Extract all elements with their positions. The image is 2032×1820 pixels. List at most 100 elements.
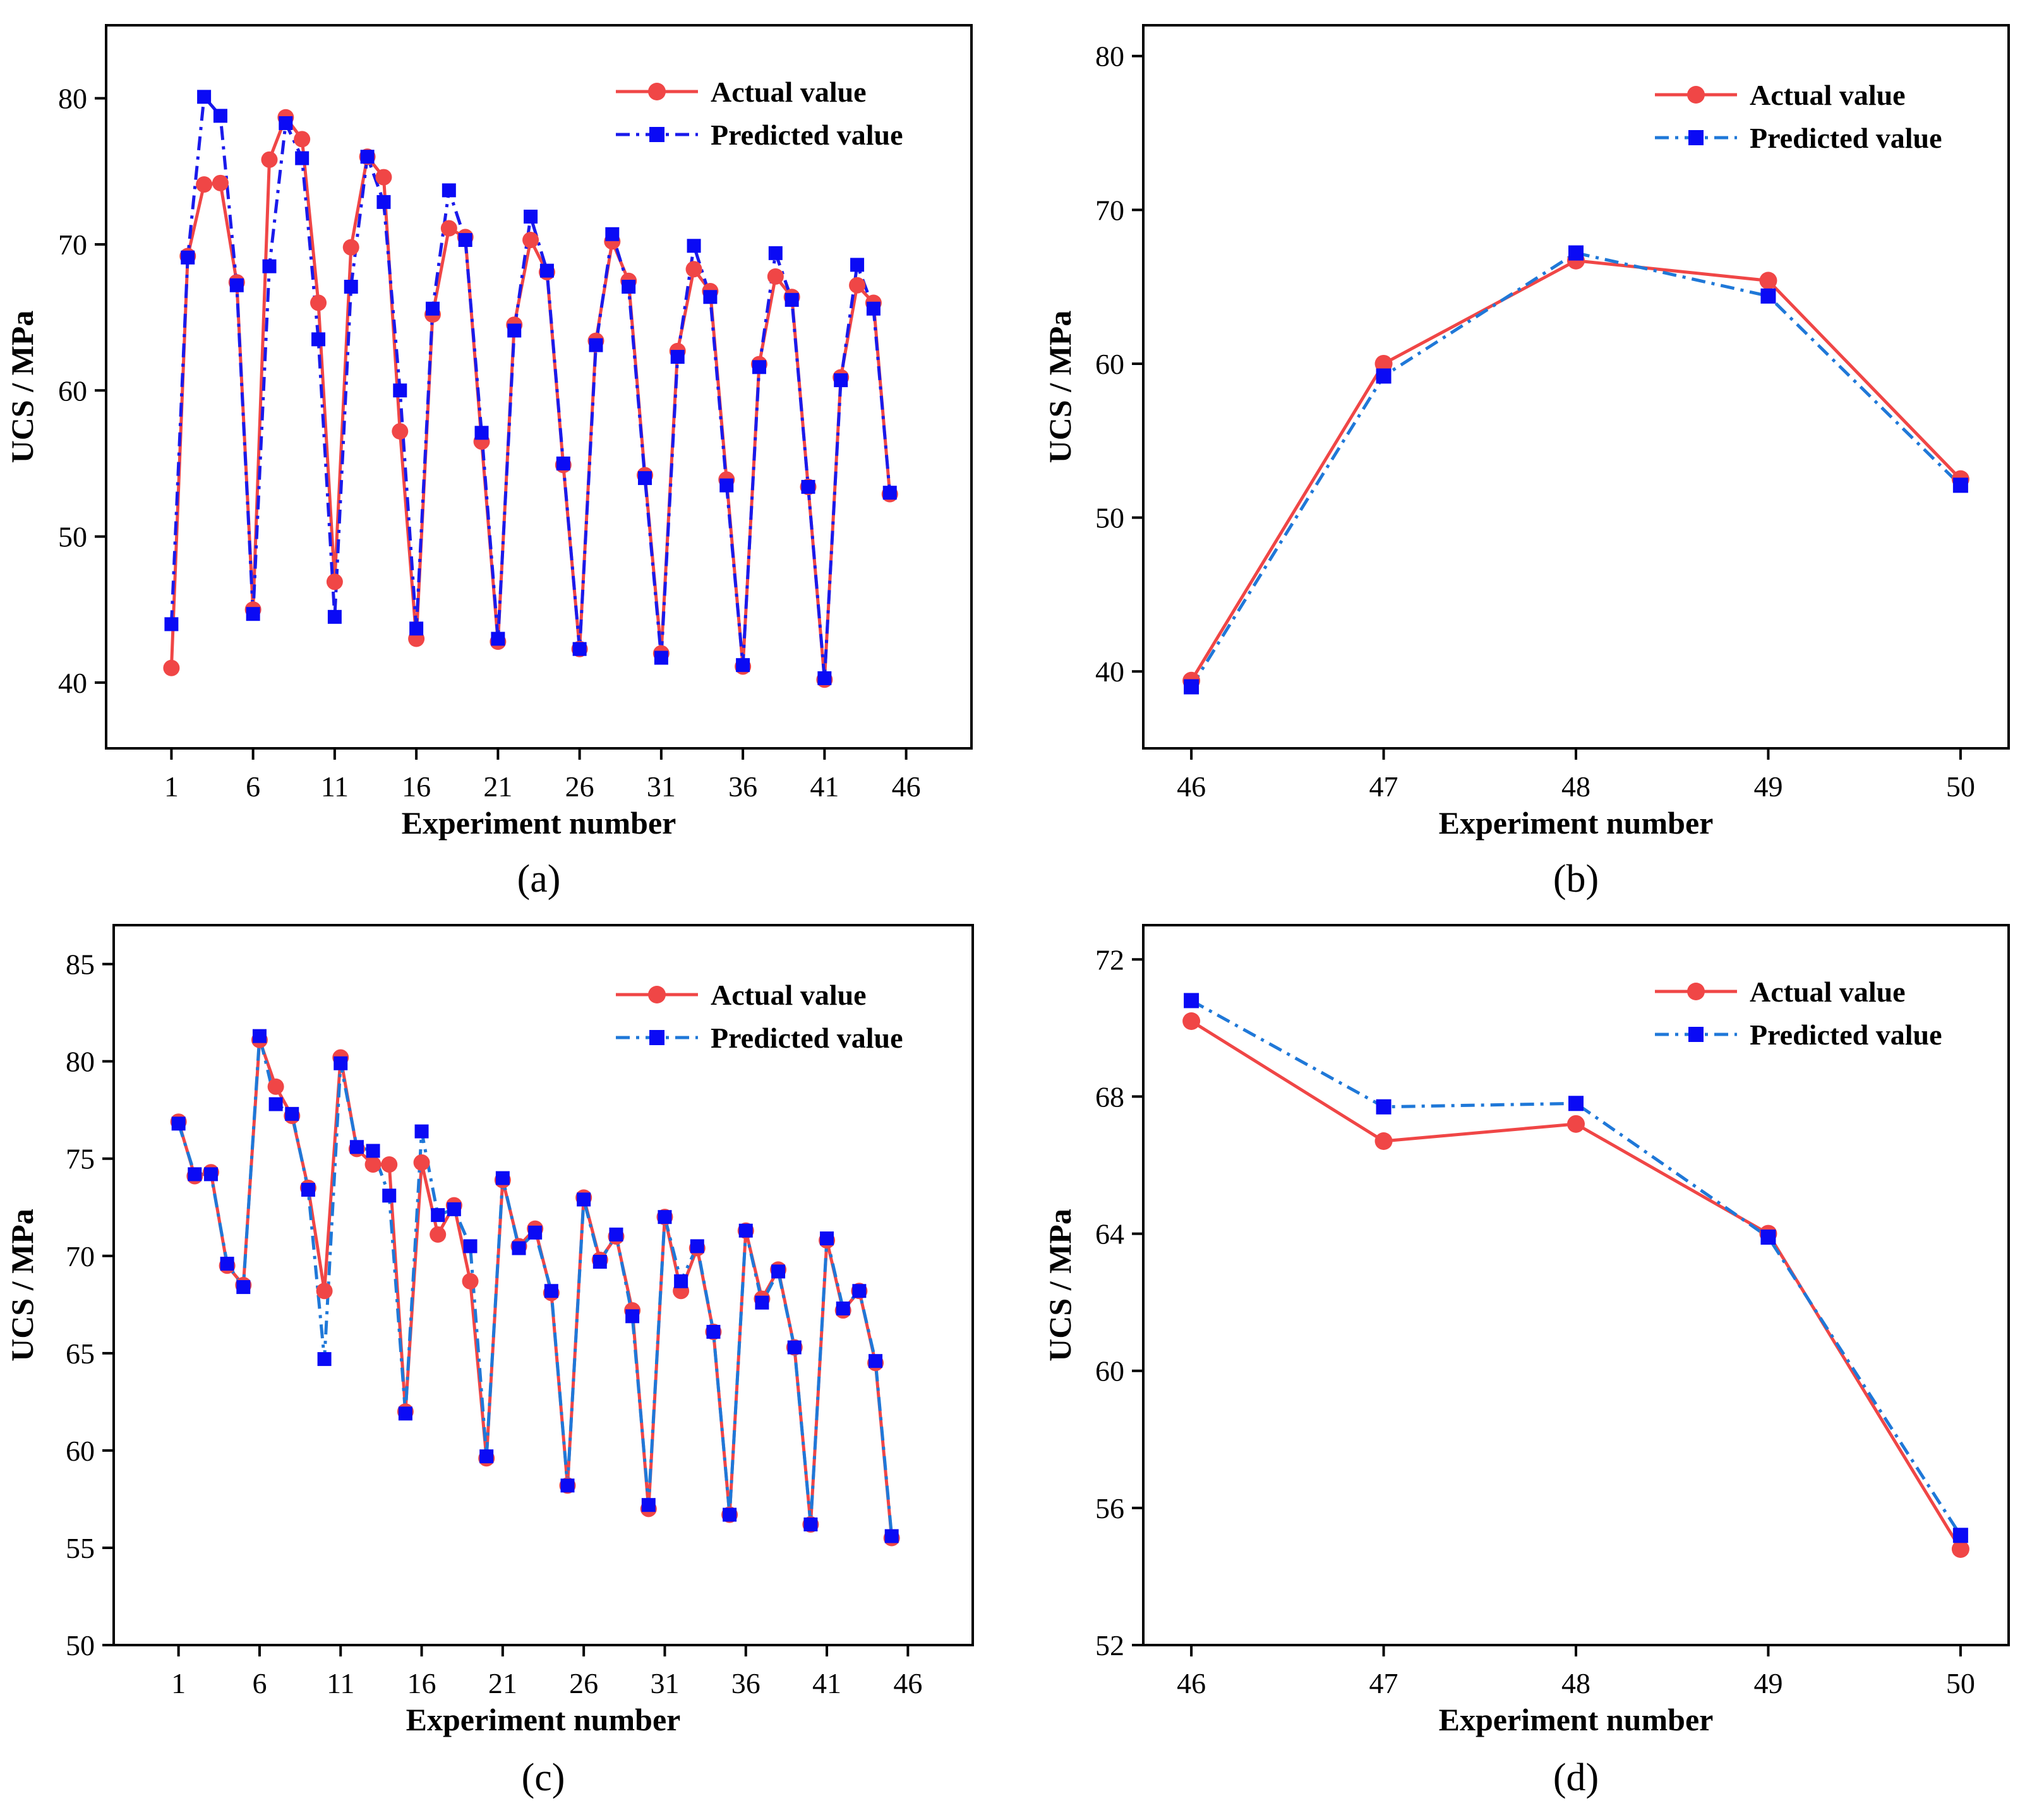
point-actual [212,174,229,191]
y-tick-label: 68 [1095,1081,1124,1113]
point-actual [1374,1132,1393,1150]
point-predicted [197,90,212,104]
point-predicted [572,642,587,656]
point-predicted [1376,1099,1392,1115]
point-predicted [836,1301,850,1315]
plot-frame [105,24,973,750]
point-actual [462,1272,479,1290]
point-actual [342,239,359,256]
point-predicted [442,183,456,198]
point-predicted [834,373,848,388]
legend-label-predicted: Predicted value [711,119,903,151]
y-tick-label: 80 [66,1046,95,1078]
point-actual [440,220,457,237]
point-predicted [625,1309,640,1324]
point-predicted [1568,1096,1584,1111]
point-predicted [1760,1230,1776,1245]
x-tick-label: 48 [1561,1667,1590,1699]
y-tick-label: 60 [1095,1355,1124,1387]
point-predicted [752,360,766,374]
point-predicted [703,290,718,304]
x-tick-label: 50 [1946,1667,1975,1699]
point-predicted [376,195,391,209]
point-predicted [409,621,424,636]
series-line-actual [169,116,892,681]
x-tick-label: 26 [565,770,594,803]
point-predicted [220,1257,234,1271]
series-line-predicted [169,95,892,680]
point-predicted [512,1241,526,1255]
point-predicted [447,1202,461,1216]
point-predicted [479,1449,494,1464]
legend-marker-actual [648,986,666,1003]
x-tick-label: 1 [171,1667,186,1699]
legend-label-predicted: Predicted value [1750,1019,1942,1051]
point-predicted [398,1406,412,1421]
y-tick-label: 60 [66,1435,95,1467]
legend-label-predicted: Predicted value [711,1022,903,1054]
y-tick-label: 55 [66,1532,95,1564]
x-tick-label: 21 [483,770,512,803]
panel-label: (b) [1553,858,1599,901]
legend: Actual value Predicted value [616,76,903,151]
y-tick-label: 50 [58,521,87,553]
point-actual [375,169,392,186]
point-predicted [1760,288,1776,304]
point-predicted [311,332,326,347]
legend-marker-actual [648,83,666,100]
point-actual [364,1156,382,1173]
panel-label: (a) [517,858,561,901]
x-axis-title: Experiment number [406,1702,681,1737]
point-predicted [592,1255,607,1269]
x-tick-label: 11 [321,770,349,803]
y-tick-label: 80 [58,83,87,115]
point-predicted [556,456,570,470]
point-actual [685,261,702,278]
x-axis-title: Experiment number [1439,805,1714,841]
chart-panel-b: 46 47 48 49 50 40 50 60 70 80 Experiment number UCS… [1042,24,2010,901]
point-predicted [605,227,620,241]
point-predicted [544,1284,558,1298]
x-tick-label: 11 [327,1667,354,1699]
series-line-actual [1189,259,1962,682]
point-actual [294,131,311,148]
y-tick-label: 70 [66,1240,95,1272]
point-predicted [801,479,815,494]
series-line-predicted [177,1034,894,1536]
x-tick-label: 21 [488,1667,517,1699]
series-line-predicted [1189,251,1962,688]
point-actual [1374,354,1393,373]
point-predicted [723,1507,737,1522]
point-predicted [1184,993,1199,1009]
point-predicted [589,338,603,352]
point-predicted [188,1167,202,1182]
point-actual [310,294,327,311]
point-actual [381,1156,398,1173]
point-predicted [654,650,668,665]
legend-label-predicted: Predicted value [1750,122,1942,154]
point-predicted [317,1352,332,1367]
point-predicted [1952,1528,1968,1543]
x-tick-label: 41 [810,770,839,803]
point-predicted [771,1264,786,1279]
point-predicted [414,1124,429,1139]
y-tick-label: 65 [66,1338,95,1370]
point-predicted [393,383,407,398]
point-predicted [431,1208,445,1223]
point-predicted [755,1295,769,1310]
point-predicted [738,1223,753,1238]
y-tick-label: 64 [1095,1218,1124,1250]
legend: Actual value Predicted value [1655,976,1942,1051]
point-predicted [334,1056,348,1070]
y-axis-title: UCS / MPa [4,1209,40,1362]
x-tick-label: 41 [812,1667,841,1699]
point-actual [522,232,539,249]
point-predicted [706,1324,721,1339]
chart-panel-d: 46 47 48 49 50 52 56 60 64 68 72 Experiment number U… [1042,924,2010,1799]
point-predicted [803,1517,818,1531]
x-tick-label: 16 [402,770,431,803]
x-tick-label: 6 [252,1667,267,1699]
point-predicted [382,1188,397,1203]
